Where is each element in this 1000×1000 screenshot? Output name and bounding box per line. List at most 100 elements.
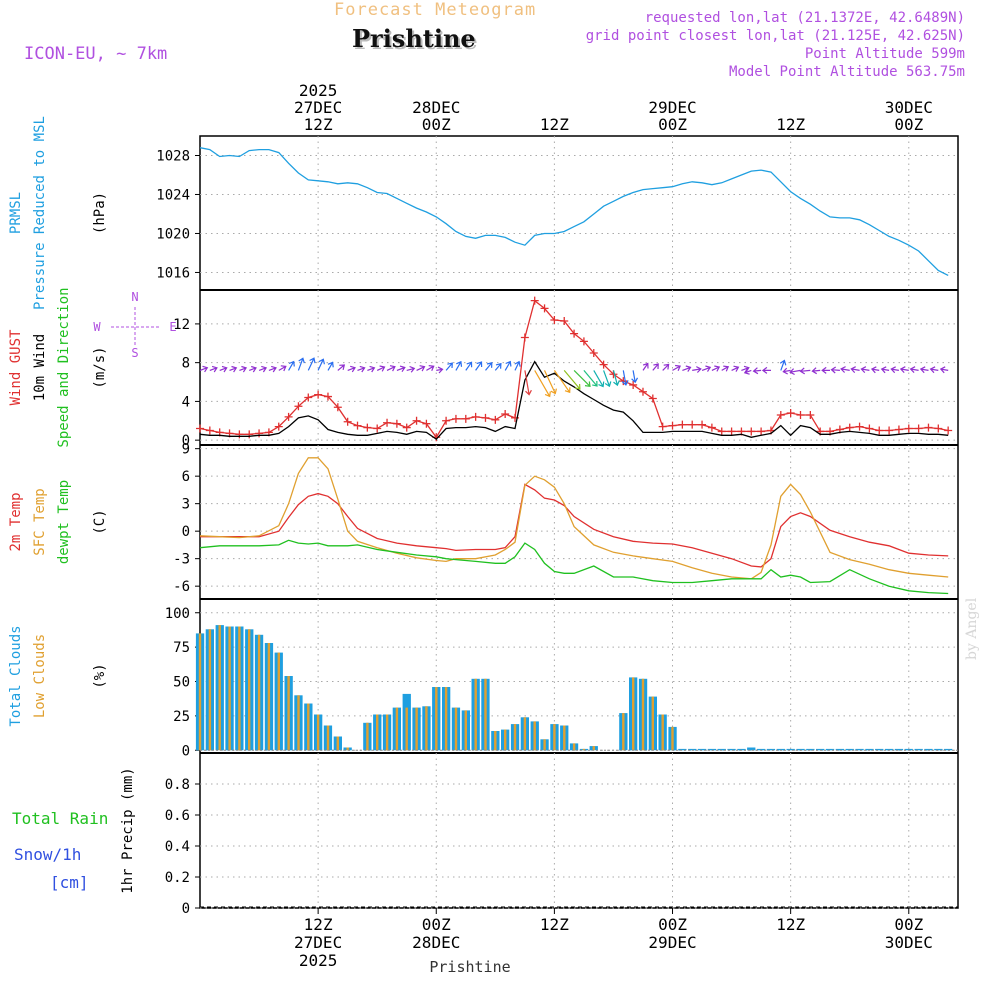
bottom-time-label: 12Z [304,915,333,934]
grid-point-label: grid point closest lon,lat (21.125E, 42.… [585,28,965,44]
total-cloud-bar [766,748,776,751]
wind-direction-arrow [386,365,396,372]
bottom-time-label: 00Z [422,915,451,934]
wind-gust-marker [196,424,204,433]
clouds-ylabel: (%) [92,663,108,688]
pressure-ylabel: PRMSL [8,192,24,234]
wind-direction-arrow [485,362,493,371]
total-cloud-bar [697,748,707,751]
wind-direction-arrow [652,363,659,371]
wind-direction-arrow [789,368,801,376]
wind-direction-arrow [239,365,248,373]
wind-gust-marker [944,426,953,435]
clouds-ylabel: Low Clouds [32,634,48,718]
wind-gust-marker [688,420,697,429]
wind-direction-arrow [603,370,612,388]
compass-cross [111,307,159,347]
wind-direction-arrow [455,360,463,371]
wind-gust-marker [786,409,795,418]
chart-subtitle: Forecast Meteogram [334,0,537,20]
wind-direction-arrow [919,366,929,374]
precip-ytick-label: 0.4 [165,839,190,855]
clouds-ytick-label: 0 [182,743,190,759]
wind-gust-marker [333,403,342,412]
wind-direction-arrow [929,366,939,374]
low-cloud-bar [572,743,576,751]
temperature-ylabel: 2m Temp [8,492,24,551]
bottom-time-label: 00Z [894,915,923,934]
plot-frame [199,135,959,909]
low-cloud-bar [198,633,202,751]
low-cloud-bar [277,652,280,751]
low-cloud-bar [415,707,418,751]
wind-direction-arrow [593,370,605,388]
pressure-ytick-label: 1028 [156,148,190,164]
low-cloud-bar [208,629,212,751]
wind-direction-arrow [711,365,721,372]
wind-direction-arrow [416,365,426,372]
wind-gust-marker [461,414,470,423]
total-cloud-bar [914,748,923,751]
wind-gust-marker [934,424,943,433]
low-cloud-bar [622,713,625,751]
wind-gust-marker [383,418,392,427]
temperature-ytick-label: 0 [182,524,190,540]
precip-ytick-label: 0 [182,901,190,917]
wind-gust-marker [885,426,894,435]
wind-direction-arrow [524,370,532,396]
wind-gust-marker [707,423,716,432]
wind-gust-marker [678,420,687,429]
low-cloud-bar [316,714,320,751]
wind-gust-marker [560,317,569,325]
wind-direction-arrow [534,370,551,398]
wind-gust-marker [806,410,815,419]
wind-gust-marker [570,329,579,338]
low-cloud-bar [533,721,536,751]
wind-direction-arrow [543,370,557,395]
low-cloud-bar [553,724,556,751]
wind-ylabel: Wind GUST [8,329,24,405]
wind-direction-arrow [743,368,752,375]
wind-gust-marker [491,415,500,424]
wind-gust-marker [255,429,264,438]
wind-gust-marker [402,423,411,432]
precip-ylabel: 1hr Precip (mm) [120,767,136,893]
wind-gust-marker [451,414,460,423]
low-cloud-bar [435,687,438,751]
low-cloud-bar [661,714,664,751]
wind-direction-arrow [761,366,771,374]
wind-ylabel: Speed and Direction [56,287,72,447]
low-cloud-bar [405,707,408,751]
wind-gust-marker [363,423,372,432]
wind-direction-arrow [327,361,334,371]
wind-direction-arrow [278,365,287,372]
top-time-label: 28DEC [412,98,460,117]
wind-gust-marker [776,410,785,419]
wind-direction-arrow [347,365,356,373]
bottom-time-label: 00Z [658,915,687,934]
wind-direction-arrow [288,360,295,371]
wind-gust-marker [845,423,854,432]
wind-direction-arrow [229,365,238,373]
wind-gust-marker [412,416,421,425]
wind-ytick-label: 12 [173,317,190,333]
low-cloud-bar [287,676,290,751]
total-cloud-bar [894,748,904,751]
temperature-ytick-label: 9 [182,442,190,458]
wind-gust-marker [205,426,214,435]
bottom-time-label: 12Z [776,915,805,934]
low-cloud-bar [248,629,251,751]
low-cloud-bar [651,696,654,751]
low-cloud-bar [641,678,645,751]
wind-direction-arrow [880,366,890,374]
pressure-ytick-label: 1016 [156,265,190,281]
wind-ytick-label: 4 [182,394,190,410]
temperature-ylabel: (C) [92,509,108,534]
model-altitude-label: Model Point Altitude 563.75m [728,64,965,80]
total-cloud-bar [717,748,726,751]
total-cloud-bar [816,748,825,751]
low-cloud-bar [454,707,458,751]
wind-gust-marker [894,425,903,434]
wind-gust-marker [924,423,933,432]
